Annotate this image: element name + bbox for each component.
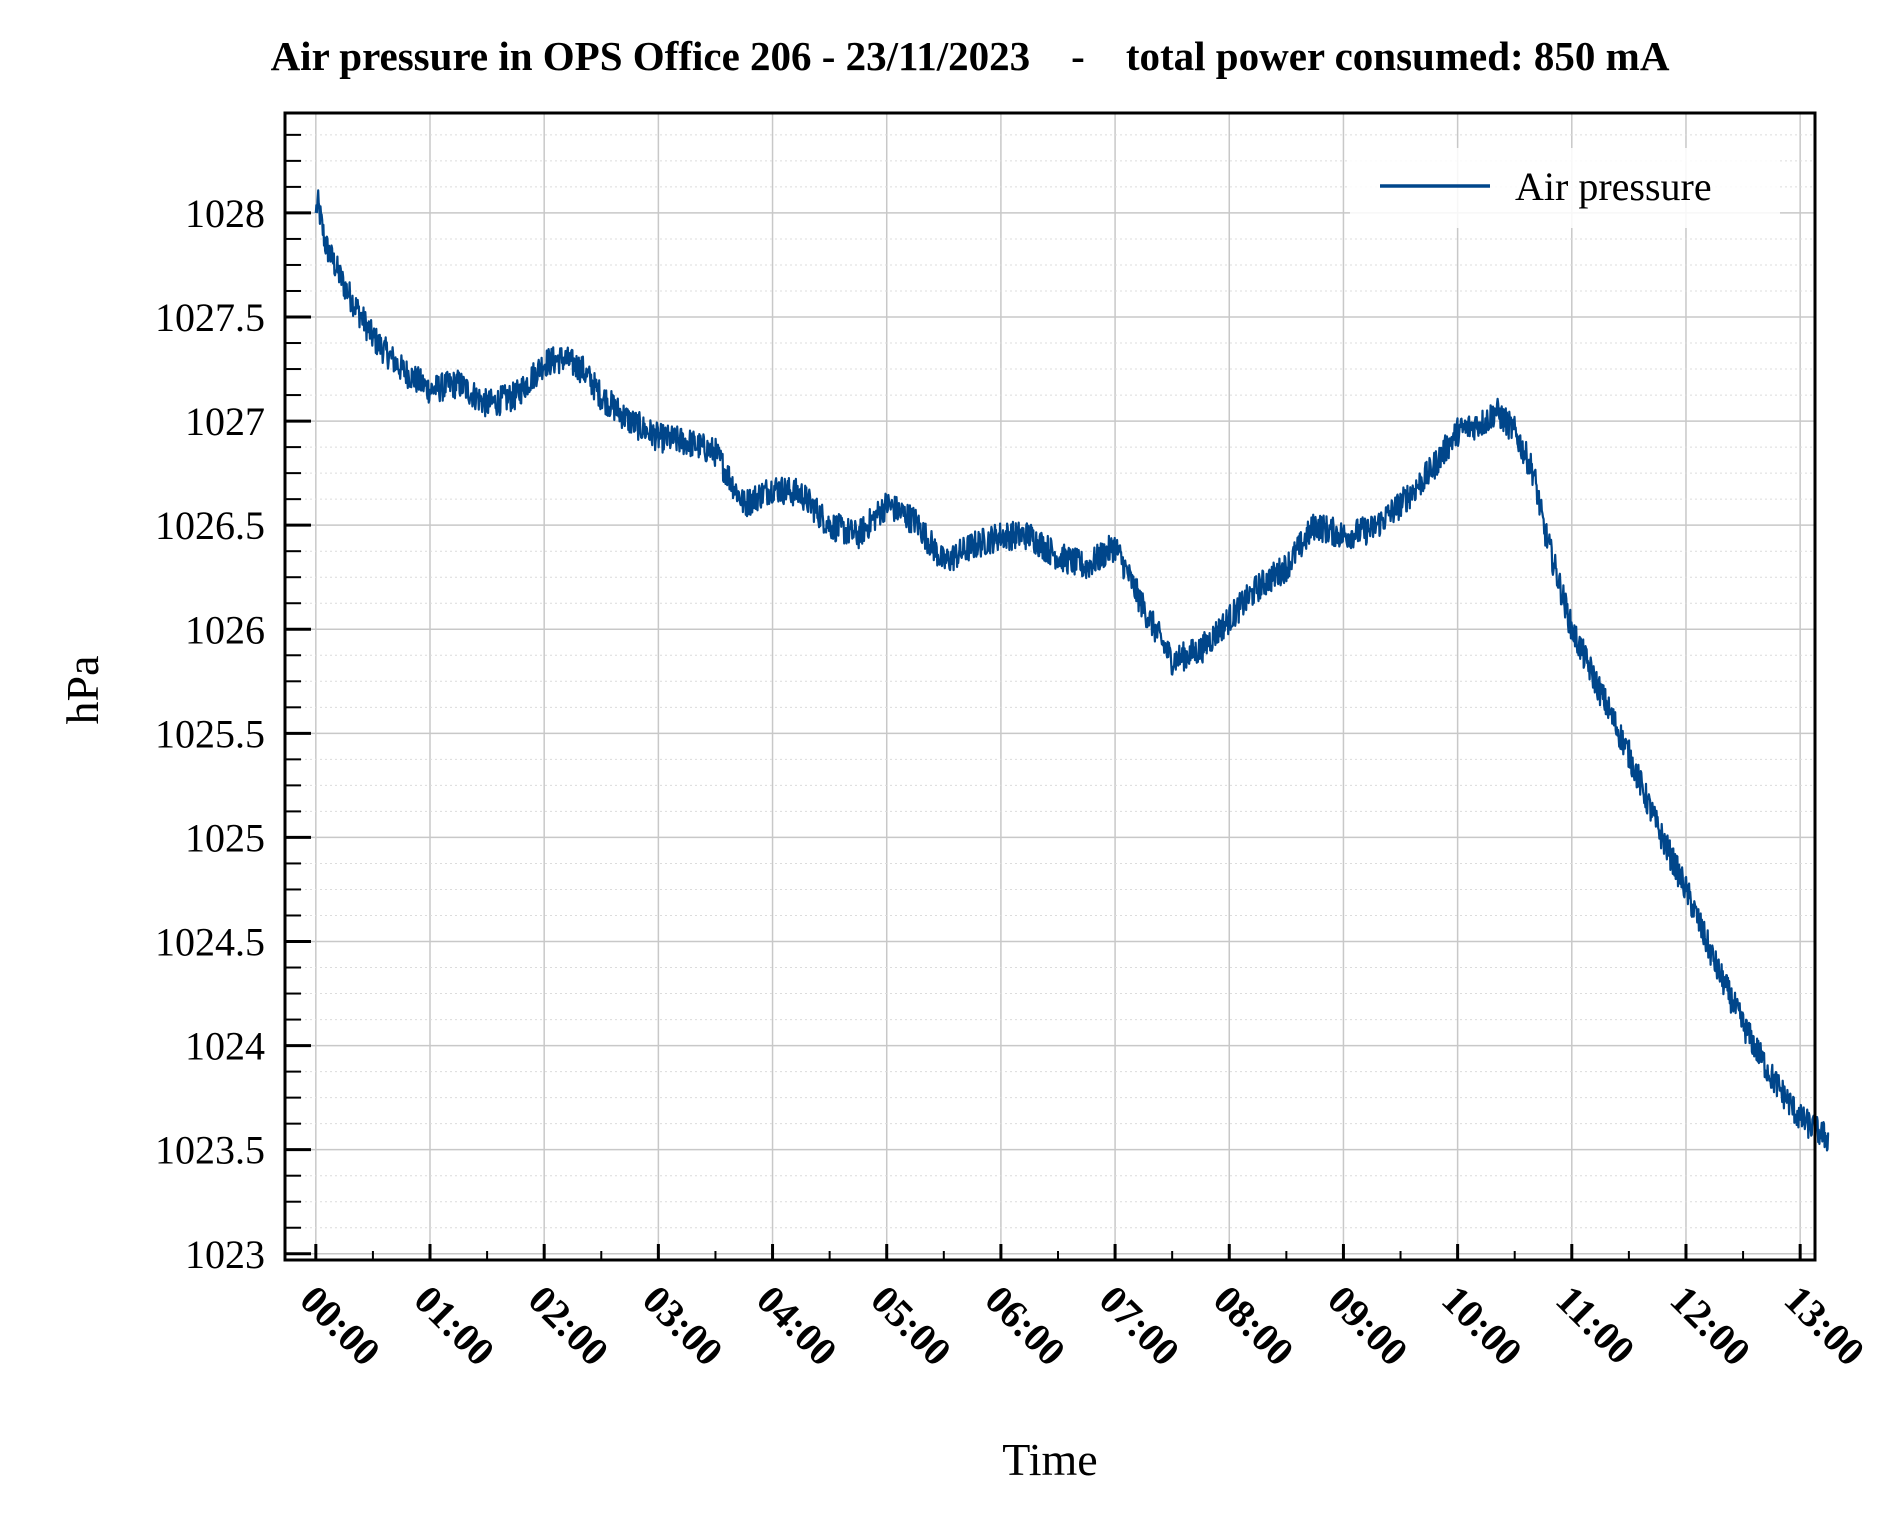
x-tick-label: 09:00: [1319, 1277, 1417, 1375]
x-tick-label: 00:00: [291, 1277, 389, 1375]
x-tick-label: 03:00: [634, 1277, 732, 1375]
series-line-air-pressure: [314, 189, 1830, 1152]
x-tick-label: 05:00: [862, 1277, 960, 1375]
legend: Air pressure: [1350, 148, 1780, 228]
x-tick-label: 06:00: [977, 1277, 1075, 1375]
y-tick-label: 1025.5: [155, 711, 265, 756]
x-tick-label: 02:00: [520, 1277, 618, 1375]
x-tick-label: 13:00: [1776, 1277, 1874, 1375]
x-axis-label: Time: [1002, 1434, 1097, 1485]
y-tick-label: 1023: [185, 1232, 265, 1277]
x-tick-label: 10:00: [1433, 1277, 1531, 1375]
plot-frame: [283, 111, 1817, 1262]
x-tick-label: 07:00: [1091, 1277, 1189, 1375]
grid: [285, 113, 1815, 1260]
y-tick-label: 1027.5: [155, 295, 265, 340]
y-tick-label: 1025: [185, 815, 265, 860]
y-tick-label: 1024: [185, 1024, 265, 1069]
x-tick-label: 04:00: [748, 1277, 846, 1375]
chart-title: Air pressure in OPS Office 206 - 23/11/2…: [271, 33, 1670, 79]
y-tick-label: 1023.5: [155, 1128, 265, 1173]
y-tick-label: 1026.5: [155, 503, 265, 548]
y-axis-label: hPa: [57, 656, 108, 725]
x-tick-label: 08:00: [1205, 1277, 1303, 1375]
y-tick-label: 1024.5: [155, 920, 265, 965]
plot-area: [314, 189, 1830, 1152]
x-tick-label: 11:00: [1547, 1277, 1643, 1373]
y-tick-label: 1027: [185, 399, 265, 444]
y-tick-label: 1026: [185, 607, 265, 652]
legend-box: [1350, 148, 1780, 228]
x-tick-label: 01:00: [406, 1277, 504, 1375]
y-tick-label: 1028: [185, 191, 265, 236]
legend-label-air-pressure: Air pressure: [1515, 164, 1712, 209]
axis-ticks: 00:00 01:00 02:00 03:00 04:00 05:00 06:00 07:00…: [155, 133, 1874, 1375]
x-tick-label: 12:00: [1662, 1277, 1760, 1375]
